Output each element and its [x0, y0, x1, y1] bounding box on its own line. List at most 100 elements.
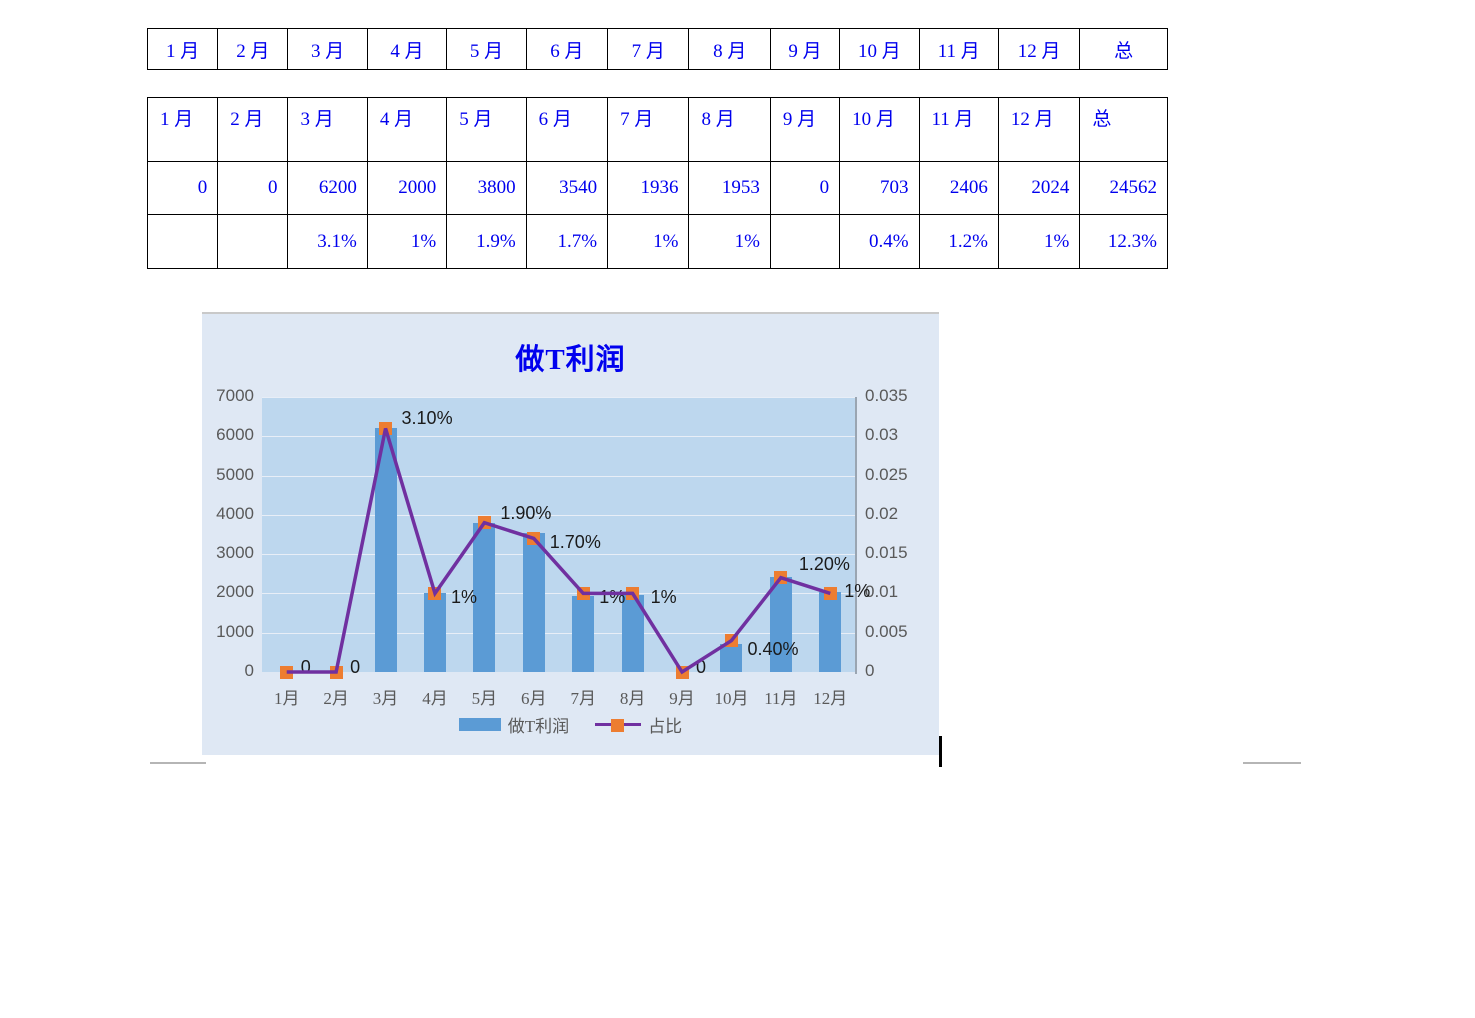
bar-3月[interactable]	[374, 428, 397, 672]
y2-axis-tick-0p01: 0.01	[865, 582, 899, 602]
x-axis-label-11: 11月	[764, 689, 798, 708]
cell-pct-dec: 1%	[997, 214, 1081, 269]
y-axis-tick-7000: 7000	[216, 386, 254, 405]
cell-pct-oct: 0.4%	[839, 214, 920, 269]
y-axis-tick-5000: 5000	[216, 464, 254, 484]
bar-4月[interactable]	[423, 593, 446, 672]
gridline	[262, 397, 855, 398]
bar-12月[interactable]	[819, 592, 842, 672]
x-axis-label-3: 3月	[372, 689, 399, 708]
cell-header-feb: 2 月	[217, 97, 289, 162]
data-label-3月: 3.10%	[401, 408, 453, 429]
x-axis-label-7: 7月	[570, 689, 596, 708]
data-label-1月: 0	[300, 657, 311, 677]
cell-pct-may: 1.9%	[446, 214, 527, 269]
bar-8月[interactable]	[621, 595, 644, 672]
table-row-values: 0 0 6200 2000 3800 3540 1936 1953 0 703 …	[146, 161, 1168, 215]
chart-legend[interactable]: 做T利润 占比	[202, 712, 939, 737]
data-label-4月: 1%	[450, 587, 477, 608]
header-cell-dec: 12 月	[997, 28, 1081, 70]
header-cell-feb: 2 月	[217, 28, 289, 70]
data-label-12月: 1%	[844, 581, 871, 602]
cell-header-jan: 1 月	[146, 97, 219, 162]
cell-value-total: 24562	[1079, 161, 1168, 215]
cell-header-aug: 8 月	[688, 97, 771, 162]
line-marker-1月[interactable]	[280, 665, 294, 679]
gridline	[262, 632, 855, 634]
y2-axis-tick-0: 0	[865, 661, 875, 680]
bar-7月[interactable]	[572, 595, 595, 672]
month-header-strip-table: 1 月 2 月 3 月 4 月 5 月 6 月 7 月 8 月 9 月 10 月…	[146, 28, 1168, 70]
y2-axis-tick-0p025: 0.025	[865, 464, 908, 484]
header-cell-nov: 11 月	[918, 28, 999, 70]
cell-pct-mar: 3.1%	[287, 214, 368, 269]
table-row: 1 月 2 月 3 月 4 月 5 月 6 月 7 月 8 月 9 月 10 月…	[146, 28, 1168, 70]
cell-value-jun: 3540	[525, 161, 609, 215]
header-cell-total: 总	[1079, 28, 1168, 70]
cell-pct-total: 12.3%	[1079, 214, 1168, 269]
y-axis-tick-3000: 3000	[216, 543, 254, 563]
cell-value-jan: 0	[146, 161, 219, 215]
cell-header-jul: 7 月	[607, 97, 690, 162]
header-cell-jun: 6 月	[525, 28, 609, 70]
x-axis-label-2: 2月	[323, 689, 349, 708]
y2-axis-tick-0p035: 0.035	[865, 386, 908, 405]
bar-6月[interactable]	[522, 532, 545, 672]
cell-pct-jan	[146, 214, 219, 269]
header-cell-mar: 3 月	[287, 28, 368, 70]
percentage-line-series	[286, 427, 831, 675]
cell-pct-sep	[769, 214, 841, 269]
table-row-percents: 3.1% 1% 1.9% 1.7% 1% 1% 0.4% 1.2% 1% 12.…	[146, 214, 1168, 269]
header-cell-aug: 8 月	[688, 28, 771, 70]
y-axis-tick-6000: 6000	[216, 425, 254, 445]
data-label-9月: 0	[696, 657, 707, 677]
y-axis-tick-0: 0	[244, 661, 254, 680]
cell-header-oct: 10 月	[839, 97, 920, 162]
cell-value-apr: 2000	[366, 161, 448, 215]
header-cell-jan: 1 月	[146, 28, 219, 70]
header-cell-oct: 10 月	[839, 28, 920, 70]
secondary-axis-line	[855, 397, 857, 674]
x-axis-label-8: 8月	[619, 689, 646, 708]
profit-data-table: 1 月 2 月 3 月 4 月 5 月 6 月 7 月 8 月 9 月 10 月…	[146, 97, 1168, 269]
cell-header-nov: 11 月	[918, 97, 999, 162]
y2-axis-tick-0p03: 0.03	[865, 425, 899, 445]
x-axis-label-5: 5月	[471, 689, 498, 708]
cell-header-mar: 3 月	[287, 97, 368, 162]
x-axis-label-9: 9月	[669, 689, 695, 708]
header-cell-jul: 7 月	[607, 28, 690, 70]
cell-value-jul: 1936	[607, 161, 690, 215]
y2-axis-tick-0p015: 0.015	[865, 543, 908, 563]
cell-pct-apr: 1%	[366, 214, 448, 269]
cell-value-mar: 6200	[287, 161, 368, 215]
gridline	[262, 475, 855, 477]
bar-10月[interactable]	[720, 644, 743, 672]
x-axis-label-1: 1月	[273, 689, 300, 708]
data-label-5月: 1.90%	[500, 502, 552, 523]
header-cell-may: 5 月	[446, 28, 527, 70]
data-label-2月: 0	[350, 657, 361, 677]
bar-11月[interactable]	[769, 577, 792, 672]
cell-pct-aug: 1%	[688, 214, 771, 269]
legend-item-profit[interactable]: 做T利润	[458, 712, 569, 737]
cell-value-oct: 703	[839, 161, 920, 215]
x-axis-label-6: 6月	[521, 689, 547, 708]
x-axis-label-10: 10月	[714, 689, 749, 708]
cell-header-sep: 9 月	[769, 97, 841, 162]
cell-pct-feb	[217, 214, 289, 269]
cell-header-total: 总	[1079, 97, 1168, 162]
data-label-8月: 1%	[650, 587, 677, 608]
cell-value-nov: 2406	[918, 161, 999, 215]
cell-pct-nov: 1.2%	[918, 214, 999, 269]
header-cell-apr: 4 月	[366, 28, 448, 70]
cell-pct-jun: 1.7%	[525, 214, 609, 269]
legend-label-ratio: 占比	[648, 717, 683, 736]
profit-combo-chart[interactable]: 做T利润 7000 6000 5000 4000 3000 2000 1000 0 0.035 0…	[202, 312, 939, 755]
chart-plot-area	[262, 397, 855, 672]
cell-value-feb: 0	[217, 161, 289, 215]
cell-value-may: 3800	[446, 161, 527, 215]
y-axis-tick-1000: 1000	[216, 621, 254, 641]
bar-5月[interactable]	[473, 522, 496, 672]
bar-swatch-icon	[458, 718, 501, 731]
legend-item-ratio[interactable]: 占比	[595, 712, 682, 737]
